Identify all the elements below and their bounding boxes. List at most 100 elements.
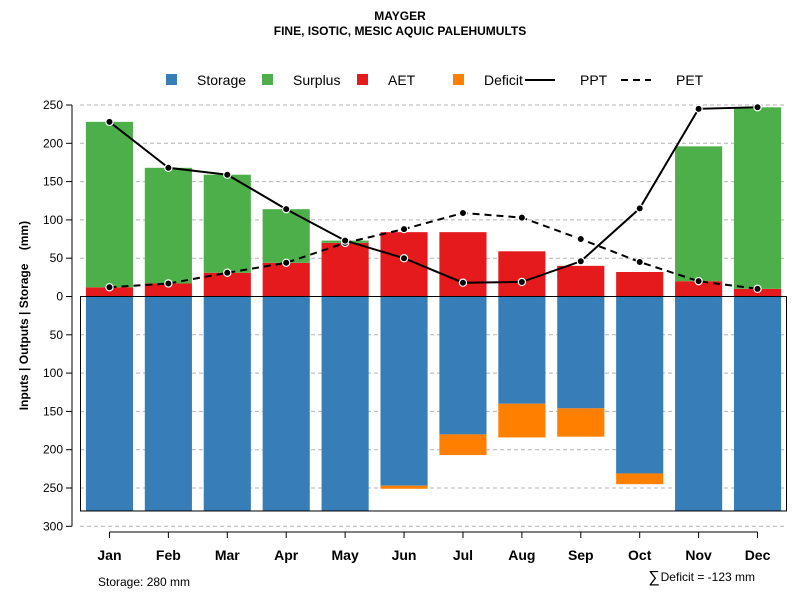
legend-swatch-surplus [262,74,273,85]
legend-label-storage: Storage [197,72,246,88]
ppt-point-aug [517,277,527,287]
x-tick-label-oct: Oct [628,547,652,563]
y-tick-label: 100 [43,213,63,227]
pet-point-aug [517,213,527,222]
x-tick-label-aug: Aug [508,547,535,563]
y-tick-label: 100 [43,366,63,380]
legend-label-pet: PET [676,72,704,88]
aet-bar-oct [616,271,664,297]
surplus-bar-mar [203,174,251,273]
y-tick-label: 200 [43,136,63,150]
soil-series-name: MAYGER [374,9,426,23]
total-deficit-text: Deficit = -123 mm [660,570,755,584]
deficit-bar-jul [439,434,487,456]
pet-point-mar [223,268,232,277]
deficit-bar-oct [616,473,664,485]
x-tick-label-nov: Nov [685,547,712,563]
y-tick-label: 50 [50,328,64,342]
ppt-point-oct [635,204,644,213]
y-tick-label: 150 [43,404,63,418]
x-tick-label-may: May [332,547,359,563]
series-lines [105,103,762,294]
pet-line [109,211,758,290]
total-deficit-note: ∑Deficit = -123 mm [648,569,755,587]
pet-point-dec [753,284,762,294]
storage-bar-nov [675,296,723,511]
plot-frame [80,296,787,512]
pet-point-sep [576,234,585,244]
legend-swatch-aet [357,74,368,85]
storage-bar-jan [85,296,134,511]
deficit-bar-aug [498,403,546,438]
deficit-bar-sep [557,408,605,437]
axes: 250 200 150 100 50 0 50 100 150 200 250 300 Inputs |… [17,98,771,563]
x-tick-label-mar: Mar [215,547,240,563]
surplus-bar-jan [85,121,134,288]
x-tick-label-feb: Feb [156,547,181,563]
pet-point-jan [105,283,114,292]
x-tick-label-dec: Dec [745,547,771,563]
aet-bar-jan [85,287,134,297]
legend-swatch-deficit [453,74,464,85]
aet-bar-may [321,242,369,297]
aet-bar-feb [144,283,192,297]
storage-bar-may [321,296,369,511]
aet-bar-apr [262,262,310,297]
storage-bar-apr [262,296,310,511]
legend: Storage Surplus AET Deficit PPT PET [166,72,704,88]
y-axis-label: Inputs | Outputs | Storage (mm) [17,221,31,410]
surplus-bar-dec [733,107,782,289]
y-tick-label: 0 [56,290,63,304]
aet-bar-sep [557,265,605,297]
aet-bar-mar [203,272,251,297]
ppt-point-feb [164,163,173,173]
chart-title: MAYGER FINE, ISOTIC, MESIC AQUIC PALEHUM… [0,9,800,39]
bars [85,107,782,511]
aet-bar-aug [498,251,546,297]
x-tick-label-jun: Jun [392,547,417,563]
ppt-point-may [340,236,350,245]
storage-capacity-note: Storage: 280 mm [98,575,191,589]
legend-swatch-storage [166,74,177,85]
storage-bar-dec [733,296,782,511]
y-tick-label: 250 [43,481,63,495]
storage-bar-sep [557,296,605,409]
legend-label-surplus: Surplus [293,72,340,88]
pet-point-apr [282,258,291,267]
ppt-point-jan [105,117,114,127]
y-tick-label: 300 [43,519,63,533]
x-tick-label-jul: Jul [453,547,473,563]
surplus-bar-feb [144,167,192,284]
ppt-point-jun [399,254,409,263]
ppt-point-dec [753,103,762,112]
storage-bar-mar [203,296,251,511]
y-tick-label: 150 [43,175,63,189]
soil-taxonomy-subtitle: FINE, ISOTIC, MESIC AQUIC PALEHUMULTS [273,24,527,38]
surplus-bar-nov [675,146,723,282]
deficit-bar-jun [380,485,428,489]
ppt-point-apr [282,204,291,214]
sum-symbol: ∑ [648,569,660,586]
legend-label-aet: AET [388,72,416,88]
ppt-line [108,106,758,284]
grid-lines [80,104,787,527]
storage-bar-feb [144,296,192,511]
x-tick-label-jan: Jan [97,547,121,563]
pet-point-jul [458,208,468,218]
storage-bar-jun [380,296,428,486]
storage-bar-oct [616,296,664,474]
ppt-point-nov [694,104,703,114]
y-tick-label: 250 [43,98,63,112]
ppt-point-sep [576,257,585,266]
y-tick-label: 50 [50,251,64,265]
x-tick-label-sep: Sep [568,547,594,563]
pet-point-nov [694,276,703,286]
aet-bar-nov [675,281,723,297]
ppt-point-mar [223,170,232,179]
storage-bar-aug [498,296,546,404]
legend-label-deficit: Deficit [484,72,523,88]
legend-label-ppt: PPT [580,72,608,88]
storage-bar-jul [439,296,487,435]
ppt-point-jul [458,278,468,287]
